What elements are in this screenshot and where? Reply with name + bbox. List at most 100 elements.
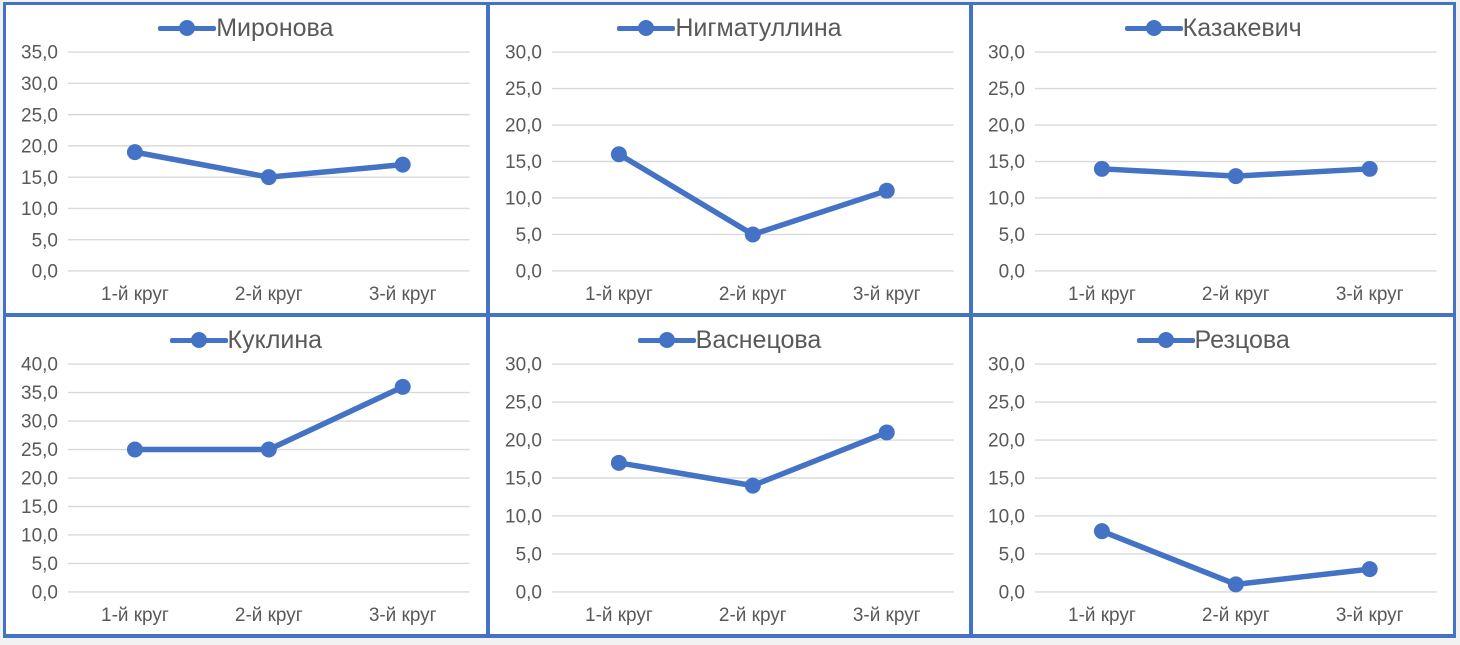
y-tick-label: 15,0	[21, 168, 58, 189]
y-tick-label: 10,0	[505, 507, 542, 528]
y-tick-label: 5,0	[32, 230, 58, 251]
data-point-marker	[260, 441, 277, 458]
line-chart-plot: 0,0 5,0 10,0 15,0 20,0 25,0 30,0 35,0 40,0 1-й кр…	[21, 356, 470, 626]
data-point-marker	[744, 226, 761, 243]
legend-series-label: Куклина	[227, 325, 323, 354]
y-tick-label: 5,0	[999, 225, 1025, 246]
y-tick-label: 10,0	[21, 526, 58, 547]
y-tick-label: 10,0	[988, 507, 1025, 528]
chart-panel[interactable]: Куклина 0,0 5,0 10,0 15,0 20,0 25,0 30,0 35,0 40…	[6, 317, 486, 634]
data-point-marker	[878, 182, 895, 199]
chart-legend: Казакевич	[973, 12, 1453, 44]
chart-legend: Нигматуллина	[490, 12, 970, 44]
y-tick-label: 30,0	[505, 44, 542, 64]
y-tick-label: 5,0	[32, 554, 58, 575]
y-tick-label: 0,0	[32, 583, 58, 604]
y-tick-label: 20,0	[505, 116, 542, 137]
legend-line-marker-icon	[637, 327, 696, 353]
x-tick-label: 2-й круг	[1202, 284, 1270, 305]
y-tick-label: 15,0	[21, 497, 58, 518]
legend-series-label: Миронова	[216, 13, 334, 42]
line-chart-plot: 0,0 5,0 10,0 15,0 20,0 25,0 30,0 35,0 1-й круг 2-…	[21, 44, 470, 305]
y-tick-label: 25,0	[988, 79, 1025, 100]
chart-panel[interactable]: Резцова 0,0 5,0 10,0 15,0 20,0 25,0 30,0 1-й кр…	[973, 317, 1453, 634]
data-point-marker	[1228, 168, 1245, 185]
x-tick-label: 3-й круг	[1336, 605, 1404, 626]
y-tick-label: 30,0	[505, 356, 542, 376]
y-tick-label: 5,0	[515, 225, 541, 246]
legend-marker-dot	[1145, 20, 1162, 36]
legend-marker-dot	[658, 332, 675, 348]
x-tick-label: 1-й круг	[101, 605, 169, 626]
legend-series-label: Нигматуллина	[675, 13, 842, 42]
legend-line-marker-icon	[1136, 327, 1195, 353]
data-point-marker	[394, 156, 411, 173]
y-tick-label: 0,0	[32, 262, 58, 283]
legend-marker-dot	[1157, 332, 1174, 348]
chart-legend: Васнецова	[490, 324, 970, 356]
line-chart-plot: 0,0 5,0 10,0 15,0 20,0 25,0 30,0 1-й круг 2-й кр…	[988, 356, 1437, 626]
legend-series-label: Васнецова	[695, 325, 822, 354]
legend-series-label: Казакевич	[1182, 13, 1302, 42]
y-tick-label: 0,0	[999, 583, 1025, 604]
x-tick-label: 1-й круг	[585, 284, 653, 305]
chart-panel[interactable]: Миронова 0,0 5,0 10,0 15,0 20,0 25,0 30,0 35,0 1…	[6, 5, 486, 313]
y-tick-label: 20,0	[21, 469, 58, 490]
chart-legend: Миронова	[6, 12, 486, 44]
chart-legend: Резцова	[973, 324, 1453, 356]
x-tick-label: 3-й круг	[369, 605, 437, 626]
y-tick-label: 30,0	[988, 44, 1025, 64]
x-tick-label: 3-й круг	[1336, 284, 1404, 305]
line-chart-plot: 0,0 5,0 10,0 15,0 20,0 25,0 30,0 1-й круг 2-й кр…	[988, 44, 1437, 305]
y-tick-label: 25,0	[505, 393, 542, 414]
y-tick-label: 0,0	[515, 262, 541, 283]
y-tick-label: 35,0	[21, 44, 58, 64]
x-tick-label: 2-й круг	[235, 605, 303, 626]
chart-panel[interactable]: Васнецова 0,0 5,0 10,0 15,0 20,0 25,0 30,0 1-й …	[489, 317, 970, 634]
y-tick-label: 20,0	[505, 431, 542, 452]
chart-panel[interactable]: Нигматуллина 0,0 5,0 10,0 15,0 20,0 25,0 30,0 1…	[489, 5, 970, 313]
y-tick-label: 40,0	[21, 356, 58, 376]
y-tick-label: 10,0	[21, 199, 58, 220]
y-tick-label: 15,0	[988, 152, 1025, 173]
legend-series-label: Резцова	[1194, 325, 1290, 354]
data-point-marker	[126, 441, 143, 458]
data-point-marker	[610, 146, 627, 163]
y-tick-label: 25,0	[21, 440, 58, 461]
series-line	[615, 151, 890, 238]
y-tick-label: 30,0	[21, 412, 58, 433]
x-tick-label: 1-й круг	[1068, 605, 1136, 626]
line-chart-plot: 0,0 5,0 10,0 15,0 20,0 25,0 30,0 1-й круг 2-й кр…	[505, 44, 954, 305]
chart-panel[interactable]: Казакевич 0,0 5,0 10,0 15,0 20,0 25,0 30,0 1-й …	[973, 5, 1453, 313]
x-tick-label: 2-й круг	[235, 284, 303, 305]
data-point-marker	[126, 144, 143, 161]
x-tick-label: 1-й круг	[585, 605, 653, 626]
y-tick-label: 15,0	[505, 152, 542, 173]
x-tick-label: 2-й круг	[1202, 605, 1270, 626]
charts-grid: Миронова 0,0 5,0 10,0 15,0 20,0 25,0 30,0 35,0 1…	[3, 2, 1456, 638]
x-tick-label: 3-й круг	[852, 605, 920, 626]
y-tick-label: 15,0	[988, 469, 1025, 490]
x-tick-label: 1-й круг	[1068, 284, 1136, 305]
y-tick-label: 30,0	[21, 74, 58, 95]
x-tick-label: 3-й круг	[369, 284, 437, 305]
y-tick-label: 5,0	[999, 545, 1025, 566]
data-point-marker	[260, 169, 277, 186]
x-tick-label: 1-й круг	[101, 284, 169, 305]
x-tick-label: 2-й круг	[719, 605, 787, 626]
y-tick-label: 35,0	[21, 383, 58, 404]
data-point-marker	[610, 454, 627, 471]
y-tick-label: 10,0	[988, 189, 1025, 210]
legend-line-marker-icon	[169, 327, 228, 353]
data-point-marker	[394, 378, 411, 395]
data-point-marker	[878, 424, 895, 441]
y-tick-label: 20,0	[988, 116, 1025, 137]
y-tick-label: 15,0	[505, 469, 542, 490]
series-line	[132, 384, 406, 453]
legend-line-marker-icon	[617, 15, 676, 41]
data-point-marker	[1362, 561, 1379, 578]
legend-line-marker-icon	[158, 15, 217, 41]
y-tick-label: 25,0	[21, 105, 58, 126]
y-tick-label: 30,0	[988, 356, 1025, 376]
y-tick-label: 25,0	[505, 79, 542, 100]
